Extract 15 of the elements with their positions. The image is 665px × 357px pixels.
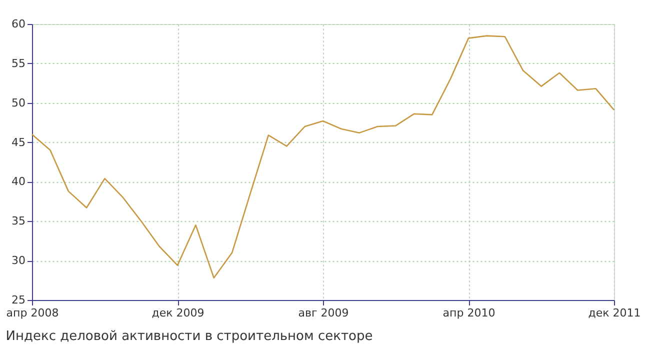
y-tick-label: 25 [12,294,26,306]
text: Индекс деловой активности в строительном секторе [6,329,373,344]
x-tick-label: апр 2010 [442,306,496,320]
x-tick-label: авг 2009 [298,306,349,320]
y-tick-label: 30 [12,254,26,268]
x-tick-label: дек 2009 [152,306,204,320]
y-tick-label: 50 [12,96,26,110]
y-tick-label: 60 [12,18,26,30]
x-tick-label: апр 2008 [6,306,59,320]
y-tick-label: 40 [12,175,26,188]
y-tick-label: 35 [12,214,26,228]
line-series [31,35,615,279]
y-tick-label: 45 [12,136,26,149]
x-tick-label: дек 2011 [588,306,641,320]
y-tick-label: 55 [12,56,26,70]
